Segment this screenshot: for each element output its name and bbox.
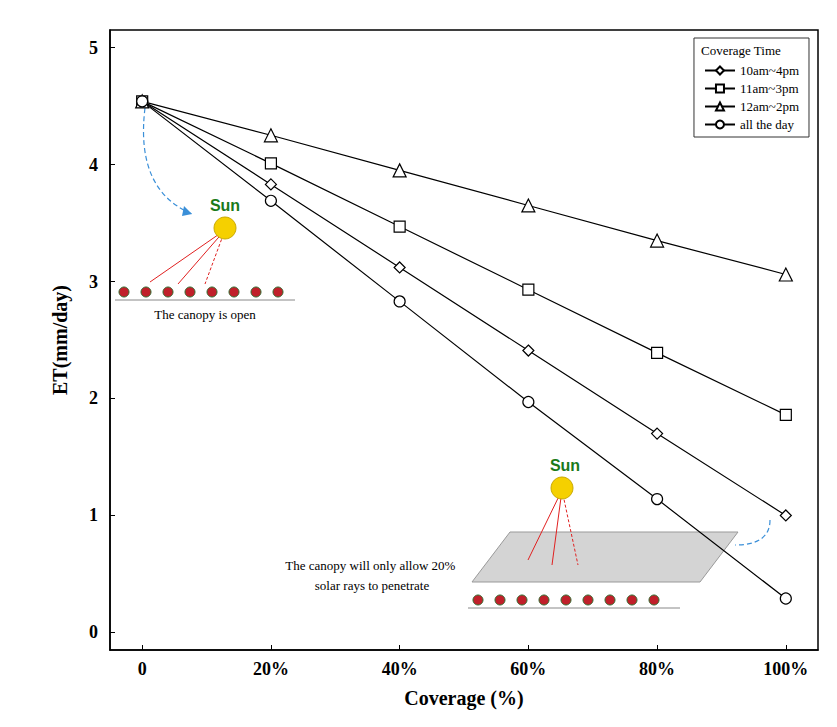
svg-text:20%: 20% [253, 659, 289, 679]
svg-text:12am~2pm: 12am~2pm [740, 99, 799, 114]
svg-text:4: 4 [89, 155, 98, 175]
svg-text:0: 0 [138, 659, 147, 679]
svg-text:40%: 40% [382, 659, 418, 679]
svg-text:5: 5 [89, 38, 98, 58]
svg-text:11am~3pm: 11am~3pm [740, 81, 799, 96]
svg-text:Sun: Sun [210, 197, 240, 214]
svg-text:The canopy is open: The canopy is open [154, 307, 256, 322]
svg-text:solar rays to penetrate: solar rays to penetrate [315, 578, 430, 593]
svg-text:60%: 60% [510, 659, 546, 679]
svg-text:0: 0 [89, 622, 98, 642]
svg-text:2: 2 [89, 388, 98, 408]
svg-text:Coverage Time: Coverage Time [701, 43, 781, 58]
svg-text:all the day: all the day [740, 117, 795, 132]
svg-text:The canopy will only allow 20%: The canopy will only allow 20% [285, 558, 458, 573]
svg-text:80%: 80% [639, 659, 675, 679]
svg-text:1: 1 [89, 505, 98, 525]
svg-text:ET(mm/day): ET(mm/day) [49, 285, 72, 395]
svg-text:3: 3 [89, 272, 98, 292]
svg-text:Sun: Sun [550, 457, 580, 474]
svg-text:10am~4pm: 10am~4pm [740, 63, 799, 78]
svg-text:Coverage (%): Coverage (%) [404, 687, 523, 710]
svg-text:100%: 100% [763, 659, 808, 679]
